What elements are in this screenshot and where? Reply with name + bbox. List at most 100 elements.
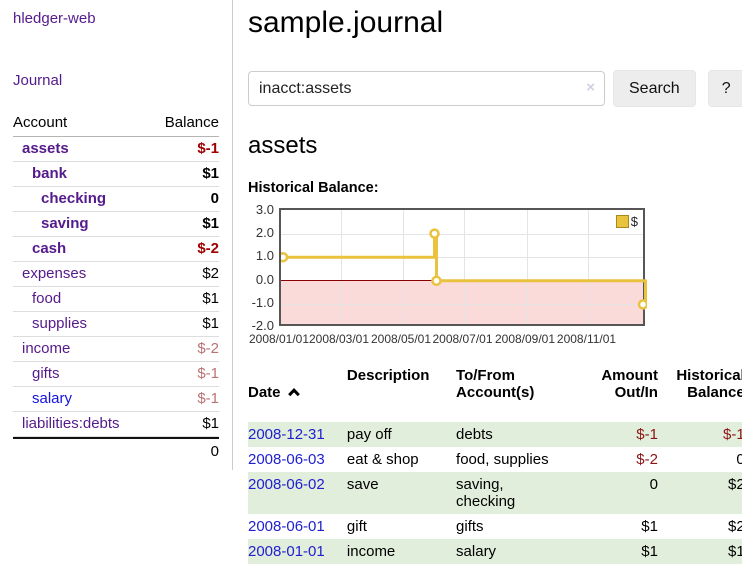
account-balance: $1 xyxy=(202,315,219,332)
transaction-balance: $1 xyxy=(728,543,742,560)
account-link-salary[interactable]: salary xyxy=(32,390,73,407)
transaction-amount: $-2 xyxy=(636,451,658,468)
page-title: sample.journal xyxy=(248,6,444,39)
transaction-balance: 0 xyxy=(736,451,742,468)
chart-plot-area[interactable]: $ xyxy=(279,208,647,326)
data-point-marker xyxy=(429,228,440,239)
transaction-accounts: gifts xyxy=(456,518,484,535)
x-tick: 2008/09/01 xyxy=(494,332,556,346)
account-link-checking[interactable]: checking xyxy=(41,190,107,207)
transaction-accounts: food, supplies xyxy=(456,451,549,468)
transaction-description: eat & shop xyxy=(346,451,419,468)
account-row: food $1 xyxy=(13,287,219,312)
x-tick: 2008/01/01 xyxy=(248,332,310,346)
account-row: bank $1 xyxy=(13,162,219,187)
account-heading: assets xyxy=(248,132,318,159)
app-title-link[interactable]: hledger-web xyxy=(13,10,96,27)
historical-balance-chart: 3.0 2.0 1.0 0.0 -1.0 -2.0 xyxy=(248,203,742,349)
transaction-accounts: saving, checking xyxy=(456,476,516,510)
sort-by-date-header[interactable]: Date xyxy=(248,365,347,422)
account-link-income[interactable]: income xyxy=(22,340,71,357)
transaction-description: gift xyxy=(346,518,367,535)
description-header[interactable]: Description xyxy=(346,367,430,384)
transaction-row: 2008-06-02 save saving, checking 0 $2 xyxy=(248,472,742,514)
account-row: salary $-1 xyxy=(13,387,219,412)
accounts-table-header: Account Balance xyxy=(13,110,219,137)
y-tick: -2.0 xyxy=(251,318,274,333)
search-input[interactable] xyxy=(248,71,605,106)
account-balance: $-1 xyxy=(197,390,219,407)
transaction-row: 2008-01-01 income salary $1 $1 xyxy=(248,539,742,564)
transaction-date-link[interactable]: 2008-06-03 xyxy=(248,451,325,468)
account-balance: 0 xyxy=(210,190,219,207)
balance-header[interactable]: Historical Balance xyxy=(676,367,742,401)
account-link-liabilities-debts[interactable]: liabilities:debts xyxy=(22,415,120,432)
account-balance: $-2 xyxy=(197,240,219,257)
y-tick: 1.0 xyxy=(255,248,274,263)
data-point-marker xyxy=(637,299,647,310)
transaction-amount: $1 xyxy=(641,543,658,560)
transaction-amount: $-1 xyxy=(636,426,658,443)
transaction-amount: 0 xyxy=(649,476,658,493)
transaction-row: 2008-12-31 pay off debts $-1 $-1 xyxy=(248,422,742,447)
register-table: Date Description To/From Account(s) Amou… xyxy=(248,365,742,564)
account-link-gifts[interactable]: gifts xyxy=(32,365,60,382)
account-balance: $1 xyxy=(202,415,219,432)
accounts-table: Account Balance assets $-1 bank $1 check… xyxy=(13,110,219,464)
data-point-marker xyxy=(281,251,289,263)
transaction-description: income xyxy=(346,543,396,560)
amount-header[interactable]: Amount Out/In xyxy=(601,367,658,401)
sort-ascending-icon xyxy=(287,388,300,397)
account-column-header: Account xyxy=(13,114,68,131)
x-tick: 2008/05/01 xyxy=(370,332,432,346)
sidebar-item-journal[interactable]: Journal xyxy=(13,72,63,89)
transaction-date-link[interactable]: 2008-01-01 xyxy=(248,543,325,560)
legend-swatch xyxy=(615,215,629,228)
accounts-total: 0 xyxy=(13,437,219,464)
account-row: income $-2 xyxy=(13,337,219,362)
transaction-date-link[interactable]: 2008-12-31 xyxy=(248,426,325,443)
x-tick: 2008/11/01 xyxy=(556,332,617,346)
transaction-accounts: debts xyxy=(456,426,493,443)
account-link-supplies[interactable]: supplies xyxy=(32,315,88,332)
transaction-date-link[interactable]: 2008-06-02 xyxy=(248,476,325,493)
x-axis-labels: 2008/01/01 2008/03/01 2008/05/01 2008/07… xyxy=(249,332,645,348)
account-row: supplies $1 xyxy=(13,312,219,337)
x-tick: 2008/07/01 xyxy=(432,332,493,346)
help-button[interactable]: ? xyxy=(707,70,742,107)
account-row: assets $-1 xyxy=(13,137,219,162)
account-link-cash[interactable]: cash xyxy=(32,240,67,257)
transaction-date-link[interactable]: 2008-06-01 xyxy=(248,518,325,535)
y-tick: -1.0 xyxy=(251,295,274,310)
account-link-expenses[interactable]: expenses xyxy=(22,265,87,282)
account-balance: $1 xyxy=(202,215,219,232)
chart-title: Historical Balance: xyxy=(248,180,379,196)
transaction-description: pay off xyxy=(346,426,392,443)
transaction-balance: $-1 xyxy=(723,426,742,443)
transaction-amount: $1 xyxy=(641,518,658,535)
transaction-accounts: salary xyxy=(456,543,497,560)
x-tick: 2008/03/01 xyxy=(308,332,370,346)
account-link-assets[interactable]: assets xyxy=(22,140,69,157)
account-balance: $-2 xyxy=(197,340,219,357)
transaction-description: save xyxy=(346,476,379,493)
account-row: gifts $-1 xyxy=(13,362,219,387)
legend-label: $ xyxy=(630,214,638,229)
y-tick: 2.0 xyxy=(255,225,274,240)
account-balance: $-1 xyxy=(197,140,219,157)
transaction-balance: $2 xyxy=(728,476,742,493)
account-row: cash $-2 xyxy=(13,237,219,262)
clear-search-icon[interactable]: × xyxy=(586,79,595,96)
search-button[interactable]: Search xyxy=(613,70,696,107)
account-row: expenses $2 xyxy=(13,262,219,287)
account-link-bank[interactable]: bank xyxy=(32,165,68,182)
account-link-saving[interactable]: saving xyxy=(41,215,89,232)
sidebar: hledger-web Journal Account Balance asse… xyxy=(0,0,233,470)
account-row: checking 0 xyxy=(13,187,219,212)
account-balance: $-1 xyxy=(197,365,219,382)
balance-step-line xyxy=(281,228,647,310)
y-tick: 0.0 xyxy=(255,272,274,287)
accounts-header[interactable]: To/From Account(s) xyxy=(456,367,535,401)
register-header-row: Date Description To/From Account(s) Amou… xyxy=(248,365,742,422)
account-link-food[interactable]: food xyxy=(32,290,62,307)
